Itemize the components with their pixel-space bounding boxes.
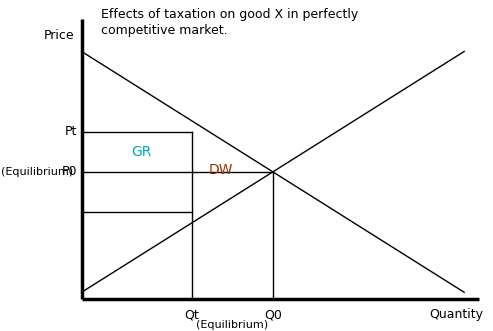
Text: P0: P0 [61,166,77,178]
Text: Effects of taxation on good X in perfectly: Effects of taxation on good X in perfect… [101,8,358,21]
Text: (Equilibrium): (Equilibrium) [1,167,73,177]
Text: GR: GR [131,145,151,159]
Text: Qt: Qt [184,308,199,321]
Text: Price: Price [44,29,74,42]
Text: Quantity: Quantity [429,308,483,321]
Text: Q0: Q0 [264,308,282,321]
Text: (Equilibrium): (Equilibrium) [196,319,268,330]
Text: Pt: Pt [65,125,77,138]
Text: competitive market.: competitive market. [101,24,227,37]
Text: DW: DW [209,163,233,177]
